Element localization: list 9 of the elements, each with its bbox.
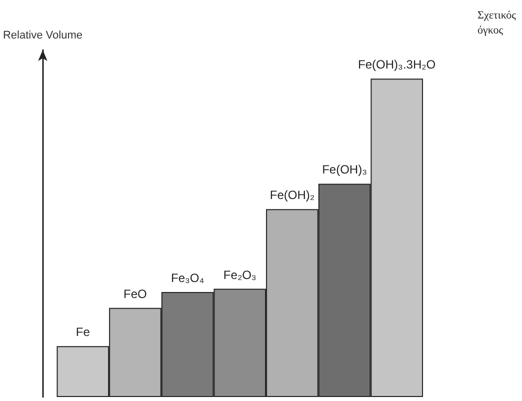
x-tick-label: Fe₂O₃ — [223, 268, 256, 282]
x-tick-label: Fe(OH)₂ — [270, 188, 315, 202]
x-tick-label: Fe — [76, 325, 90, 340]
text: Σχετικός όγκος — [478, 10, 517, 36]
x-tick-label: Fe(OH)₃.3H₂O — [358, 58, 436, 72]
y-axis-title: Relative Volume — [2, 30, 82, 42]
x-tick-label: Fe(OH)₃ — [322, 162, 368, 177]
x-tick-label: FeO — [124, 286, 147, 301]
x-tick-label: Fe₃O₄ — [170, 270, 204, 285]
